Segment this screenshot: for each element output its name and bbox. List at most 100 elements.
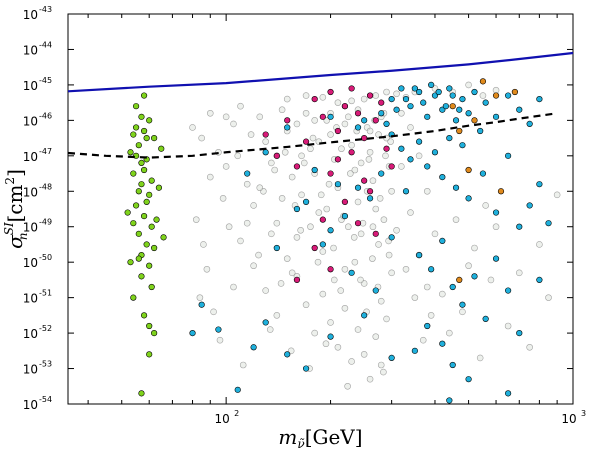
data-point bbox=[338, 145, 345, 153]
data-point bbox=[298, 191, 305, 199]
data-point bbox=[388, 269, 395, 277]
data-point bbox=[130, 131, 137, 138]
data-point bbox=[219, 195, 227, 202]
data-point bbox=[365, 156, 373, 163]
y-tick-label: 10 bbox=[23, 43, 38, 57]
data-point bbox=[492, 113, 500, 120]
data-point bbox=[424, 322, 431, 330]
data-point bbox=[293, 234, 301, 241]
y-title-unit-end: ] bbox=[3, 169, 27, 177]
data-point bbox=[302, 365, 310, 372]
data-point bbox=[449, 92, 456, 99]
data-point bbox=[311, 95, 318, 103]
ticks-layer bbox=[68, 13, 574, 405]
solid-limit-line bbox=[67, 51, 574, 93]
data-point bbox=[140, 92, 148, 99]
data-point bbox=[366, 92, 374, 99]
data-point bbox=[284, 351, 291, 358]
data-point bbox=[452, 216, 460, 223]
data-point bbox=[442, 103, 449, 110]
data-point bbox=[215, 326, 222, 333]
data-point bbox=[132, 202, 140, 209]
data-point bbox=[492, 223, 500, 231]
data-point bbox=[452, 117, 460, 124]
y-tick-exponent: -47 bbox=[39, 147, 52, 156]
data-point bbox=[323, 205, 331, 213]
data-point bbox=[327, 227, 334, 234]
data-point bbox=[377, 297, 385, 305]
data-point bbox=[492, 255, 500, 262]
data-point bbox=[383, 145, 390, 152]
data-point bbox=[360, 95, 368, 103]
data-point bbox=[354, 124, 362, 131]
data-point bbox=[311, 244, 318, 252]
data-point bbox=[439, 173, 446, 181]
data-point bbox=[545, 294, 552, 301]
data-point bbox=[158, 145, 165, 152]
data-point bbox=[330, 276, 338, 284]
data-point bbox=[151, 329, 158, 337]
data-point bbox=[239, 361, 247, 369]
data-point bbox=[196, 294, 204, 301]
data-point bbox=[198, 301, 205, 308]
data-point bbox=[361, 134, 368, 142]
data-point bbox=[383, 120, 390, 128]
data-point bbox=[446, 329, 453, 337]
data-point bbox=[545, 220, 552, 227]
data-point bbox=[383, 315, 390, 323]
data-point bbox=[143, 241, 150, 248]
x-axis-title: mν̃[GeV] bbox=[278, 425, 362, 450]
data-point bbox=[148, 177, 155, 184]
data-point bbox=[393, 90, 400, 98]
data-point bbox=[266, 326, 274, 333]
data-point bbox=[424, 113, 431, 120]
data-point bbox=[155, 184, 163, 191]
x-tick-labels: 10 2 10 3 bbox=[215, 409, 587, 426]
data-point bbox=[327, 131, 334, 138]
data-point bbox=[439, 290, 446, 298]
data-point bbox=[428, 81, 435, 89]
data-point bbox=[206, 109, 214, 117]
data-point bbox=[504, 322, 512, 330]
data-point bbox=[354, 198, 362, 206]
data-point bbox=[487, 276, 495, 284]
data-point bbox=[526, 120, 533, 128]
data-point bbox=[516, 223, 523, 230]
data-point bbox=[237, 102, 244, 110]
data-point bbox=[143, 198, 150, 206]
data-point bbox=[189, 329, 196, 337]
data-point bbox=[189, 124, 196, 131]
data-point bbox=[553, 191, 561, 199]
data-point bbox=[334, 127, 342, 135]
data-point bbox=[262, 319, 269, 326]
data-point bbox=[427, 312, 435, 319]
data-point bbox=[479, 170, 487, 177]
data-point bbox=[319, 290, 327, 298]
data-point bbox=[505, 287, 512, 294]
data-point bbox=[402, 265, 410, 273]
data-point bbox=[334, 181, 342, 188]
data-point bbox=[281, 148, 289, 156]
data-point bbox=[446, 85, 453, 92]
data-point bbox=[357, 230, 365, 238]
data-point bbox=[146, 191, 153, 198]
data-point bbox=[376, 195, 384, 202]
data-point bbox=[439, 340, 446, 347]
data-point bbox=[348, 269, 355, 276]
data-point bbox=[482, 99, 489, 106]
data-point bbox=[268, 159, 275, 167]
data-point bbox=[302, 138, 310, 145]
data-point bbox=[243, 219, 251, 227]
data-point bbox=[344, 113, 352, 121]
data-point bbox=[234, 152, 242, 160]
data-point bbox=[516, 106, 523, 113]
data-point bbox=[465, 195, 472, 202]
data-point bbox=[334, 156, 342, 163]
data-point bbox=[341, 120, 349, 128]
data-point bbox=[351, 166, 359, 174]
data-point bbox=[341, 198, 349, 206]
y-tick-labels: 10-5410-5310-5210-5110-5010-4910-4810-47… bbox=[23, 5, 52, 412]
data-point bbox=[366, 195, 374, 202]
data-point bbox=[431, 149, 439, 156]
data-point bbox=[288, 269, 296, 277]
